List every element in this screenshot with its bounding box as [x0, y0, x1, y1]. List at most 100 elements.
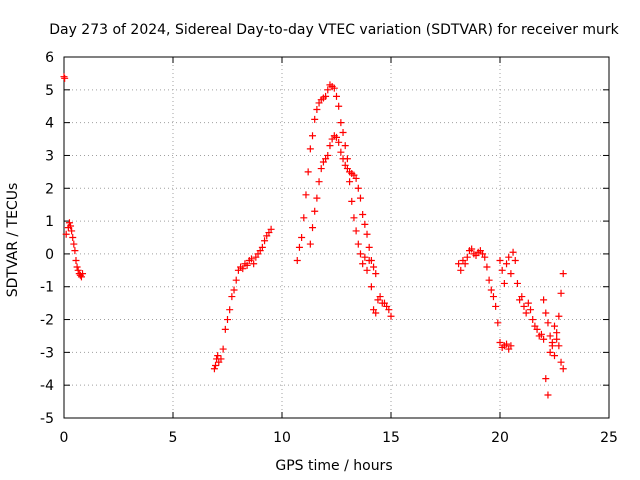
- y-tick-label: 0: [45, 247, 54, 263]
- data-point: [489, 293, 497, 301]
- data-point: [300, 214, 308, 222]
- data-point: [69, 234, 77, 241]
- x-tick-label: 0: [60, 430, 69, 446]
- data-point: [304, 168, 312, 176]
- data-point: [500, 279, 508, 287]
- data-point: [481, 253, 489, 261]
- data-point: [70, 240, 78, 248]
- data-point: [306, 240, 314, 248]
- data-point: [367, 283, 375, 291]
- data-point: [60, 73, 68, 81]
- y-tick-label: 4: [45, 116, 54, 132]
- data-point: [494, 319, 502, 327]
- data-point: [352, 174, 360, 182]
- data-point: [455, 260, 463, 268]
- data-point: [348, 197, 356, 205]
- data-point: [67, 222, 75, 230]
- data-point: [503, 340, 511, 348]
- data-point: [62, 230, 70, 238]
- data-point: [322, 92, 330, 100]
- data-point: [350, 214, 358, 222]
- data-point: [324, 86, 332, 94]
- y-tick-label: -2: [40, 313, 54, 329]
- data-point: [548, 342, 556, 350]
- y-tick-label: 6: [45, 50, 54, 66]
- data-point: [522, 309, 530, 317]
- data-point: [219, 345, 227, 353]
- data-point: [544, 391, 552, 399]
- data-point: [214, 352, 222, 360]
- y-tick-label: 2: [45, 181, 54, 197]
- data-point: [540, 335, 548, 343]
- data-point: [313, 194, 321, 202]
- data-point: [520, 302, 528, 310]
- data-point: [61, 74, 69, 82]
- data-point: [335, 138, 343, 146]
- data-point: [507, 342, 515, 350]
- data-point: [333, 133, 340, 141]
- data-point: [533, 325, 541, 333]
- data-point: [65, 219, 73, 227]
- data-point: [555, 312, 563, 320]
- plot-frame: [63, 56, 610, 419]
- data-point: [315, 178, 323, 186]
- data-point: [365, 243, 373, 251]
- data-point: [496, 339, 504, 347]
- data-point: [457, 266, 465, 274]
- y-tick-label: 5: [45, 83, 54, 99]
- data-point: [247, 255, 255, 263]
- data-point: [485, 276, 493, 284]
- data-point: [335, 102, 343, 110]
- data-point: [511, 256, 519, 264]
- data-point: [309, 224, 317, 232]
- data-point: [361, 220, 369, 228]
- data-point: [73, 263, 81, 271]
- data-point: [228, 293, 236, 301]
- y-tick-label: -3: [40, 345, 54, 361]
- data-point: [361, 253, 369, 261]
- data-point: [542, 375, 550, 383]
- data-point: [239, 265, 247, 273]
- data-point: [487, 286, 495, 294]
- data-point: [330, 84, 338, 92]
- y-tick-label: -1: [40, 280, 54, 296]
- y-tick-label: 1: [45, 214, 54, 230]
- data-point: [230, 286, 238, 294]
- data-point: [326, 142, 334, 150]
- data-point: [359, 211, 367, 219]
- x-tick-label: 20: [491, 430, 509, 446]
- data-point: [293, 256, 301, 264]
- data-point: [226, 306, 234, 314]
- data-point: [551, 352, 558, 360]
- data-point: [356, 250, 364, 258]
- data-point: [356, 194, 364, 202]
- data-point: [346, 178, 354, 186]
- data-point: [311, 207, 319, 215]
- data-point: [337, 148, 345, 156]
- data-point: [352, 227, 360, 235]
- data-point: [354, 184, 362, 192]
- data-point: [224, 316, 231, 324]
- y-tick-label: 3: [45, 148, 54, 164]
- data-point: [306, 145, 314, 153]
- data-point: [311, 115, 319, 123]
- data-point: [461, 260, 469, 268]
- data-point: [546, 332, 554, 340]
- data-point: [557, 289, 565, 297]
- data-point: [551, 322, 558, 330]
- data-point: [317, 165, 325, 173]
- data-point: [524, 299, 532, 307]
- data-point: [553, 329, 561, 337]
- data-point: [376, 293, 384, 301]
- y-axis-label: SDTVAR / TECUs: [5, 183, 21, 298]
- data-point: [74, 266, 82, 274]
- data-point: [540, 296, 548, 304]
- data-point: [324, 151, 332, 159]
- data-marks: [60, 73, 567, 399]
- x-tick-label: 25: [600, 430, 618, 446]
- data-point: [503, 260, 511, 268]
- data-point: [553, 335, 561, 343]
- data-point: [546, 348, 554, 356]
- data-point: [372, 270, 380, 278]
- x-tick-label: 15: [382, 430, 400, 446]
